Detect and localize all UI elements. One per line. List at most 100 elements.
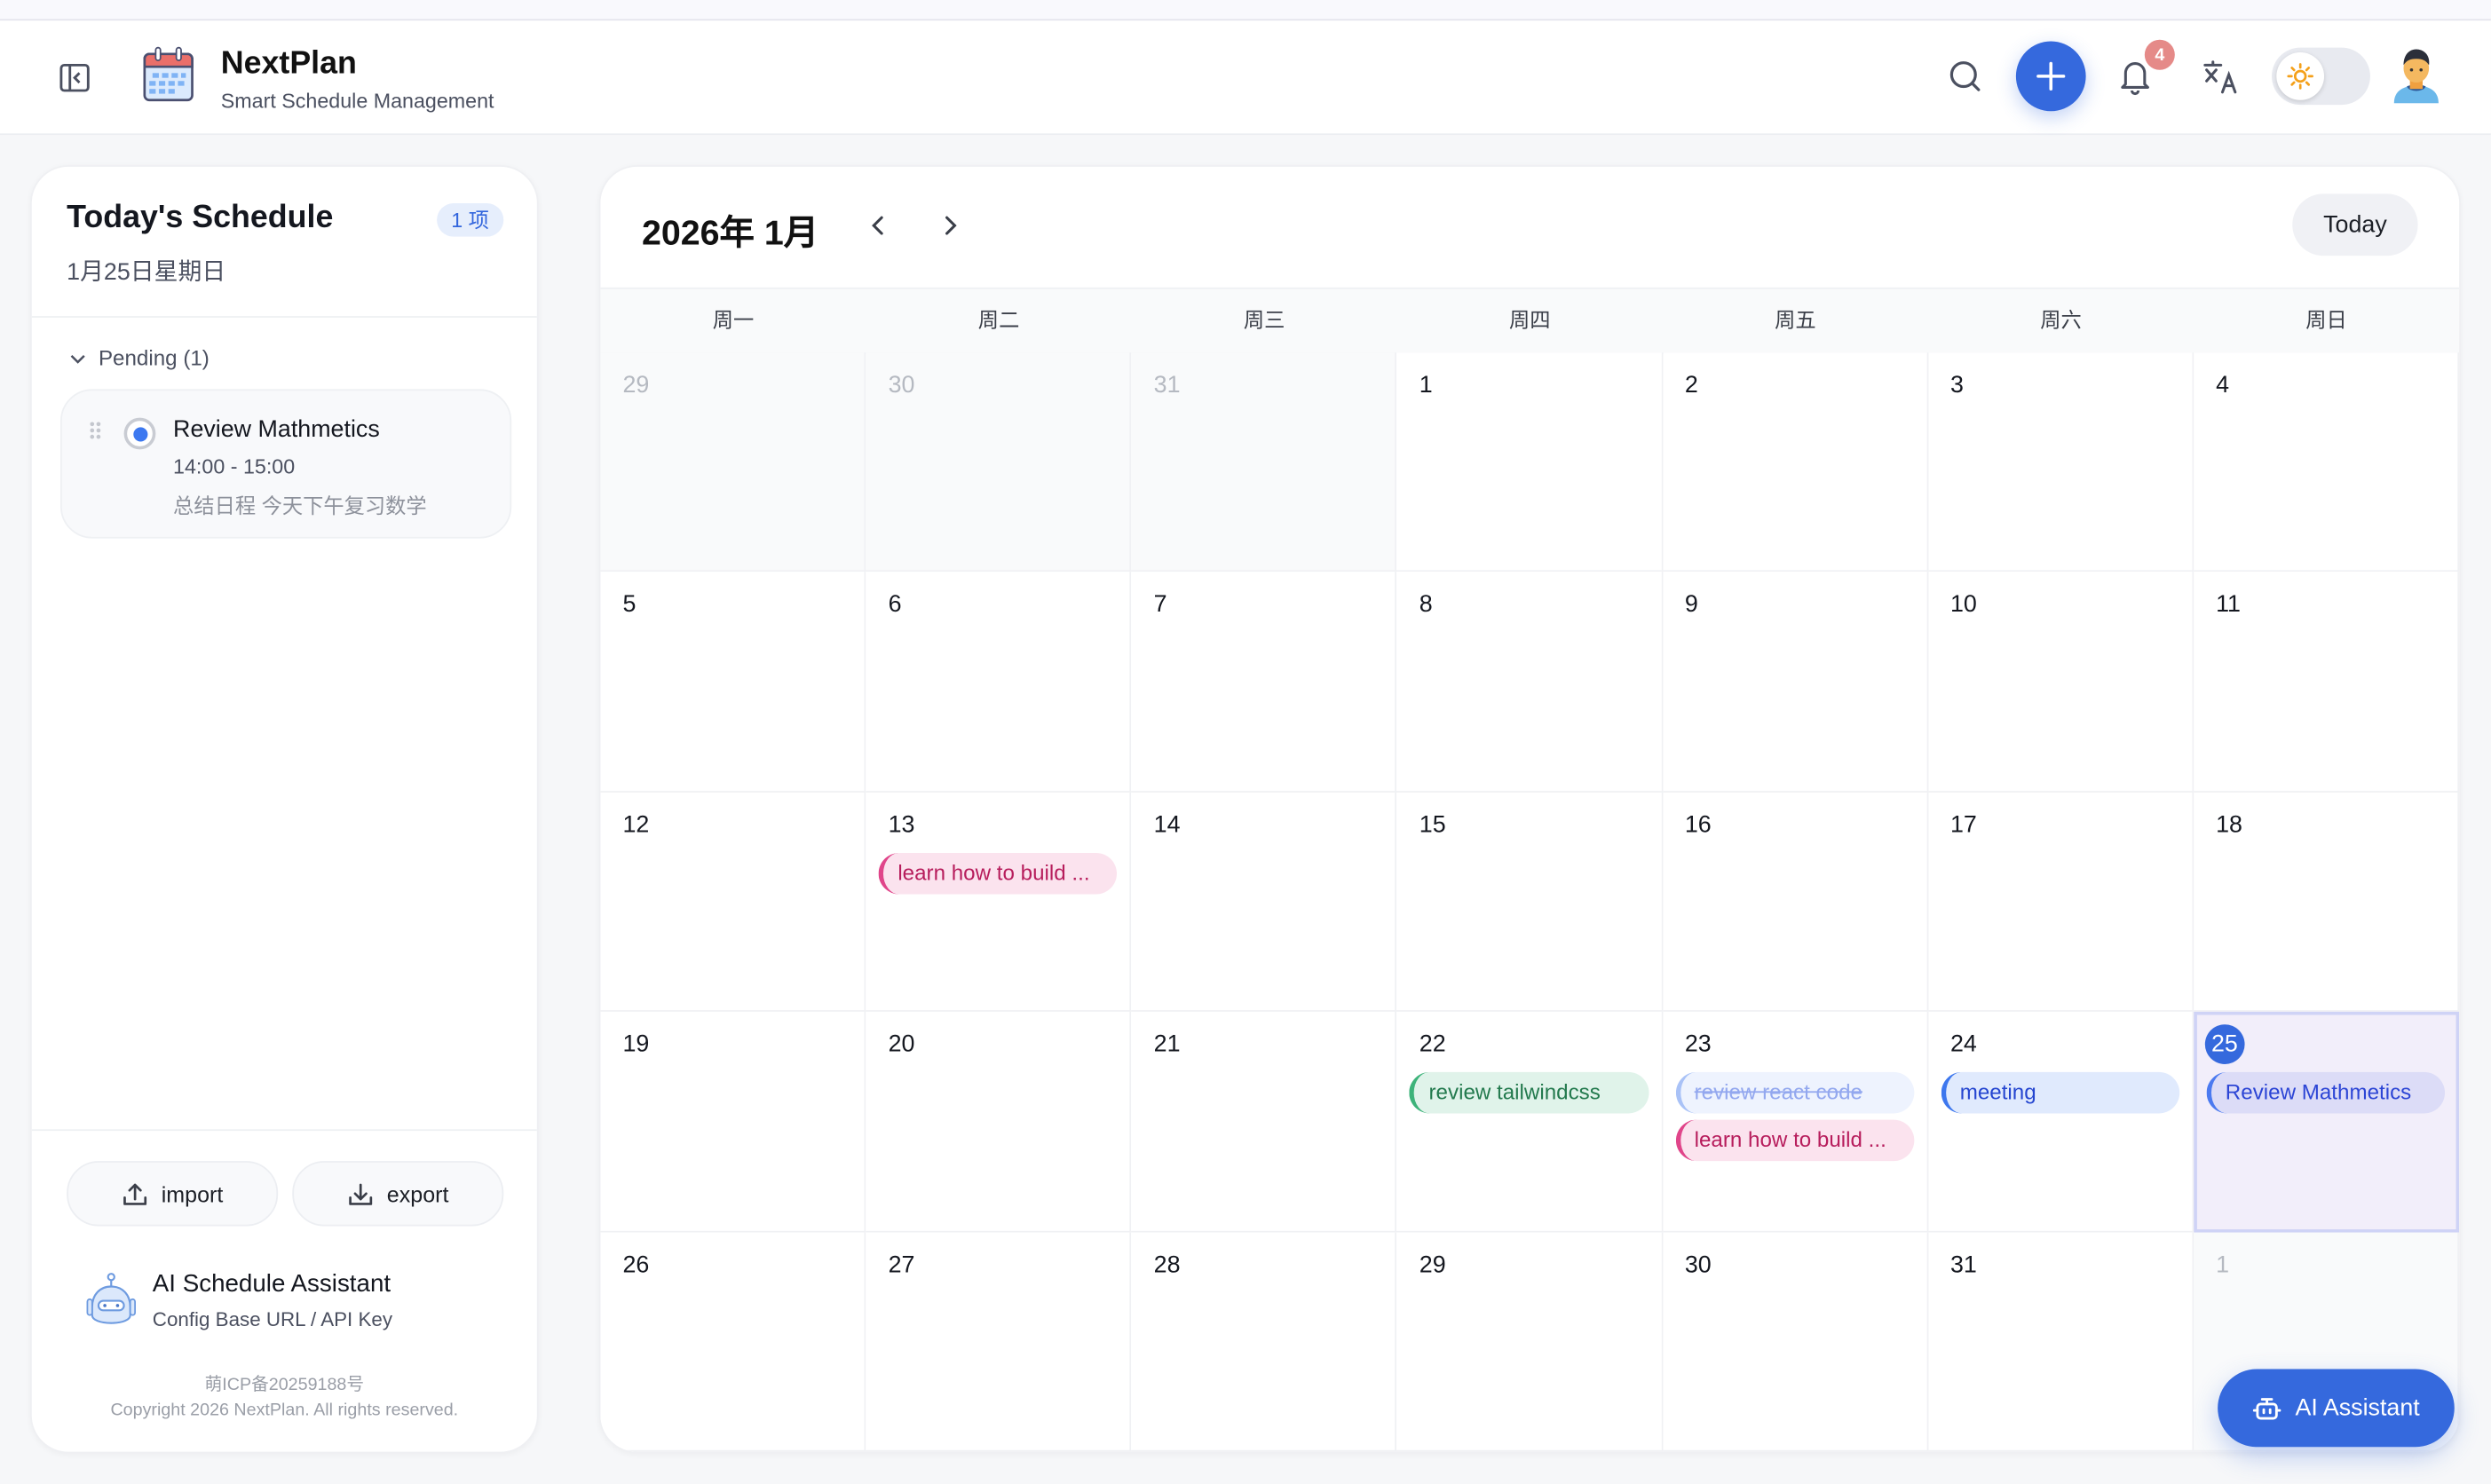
day-number: 7 <box>1153 591 1167 619</box>
calendar-day-cell[interactable]: 18 <box>2194 792 2460 1013</box>
calendar-day-cell[interactable]: 15 <box>1396 792 1663 1013</box>
sun-icon <box>2287 63 2313 90</box>
day-number: 12 <box>622 811 650 839</box>
calendar-day-cell[interactable]: 26 <box>600 1231 866 1452</box>
calendar-day-cell[interactable]: 2 <box>1662 352 1928 572</box>
calendar-day-cell[interactable]: 9 <box>1662 572 1928 793</box>
calendar-day-cell[interactable]: 28 <box>1131 1231 1397 1452</box>
add-event-button[interactable] <box>2015 41 2086 112</box>
weekday-label: 周三 <box>1243 308 1285 333</box>
calendar-day-cell[interactable]: 6 <box>866 572 1132 793</box>
calendar-day-cell[interactable]: 4 <box>2194 352 2460 572</box>
day-number: 1 <box>2216 1251 2230 1278</box>
calendar-day-cell[interactable]: 30 <box>866 352 1132 572</box>
task-count-badge: 1 项 <box>437 203 503 237</box>
calendar-day-cell[interactable]: 8 <box>1396 572 1663 793</box>
event-chip[interactable]: learn how to build ... <box>1675 1119 1914 1162</box>
calendar-day-cell[interactable]: 12 <box>600 792 866 1013</box>
import-label: import <box>161 1180 224 1207</box>
day-events: review tailwindcss <box>1397 1072 1661 1120</box>
task-item[interactable]: Review Mathmetics 14:00 - 15:00 总结日程 今天下… <box>60 389 512 539</box>
calendar-day-cell[interactable]: 24 meeting <box>1927 1012 2194 1232</box>
calendar-day-cell[interactable]: 23 review react code learn how to build ..… <box>1662 1012 1928 1232</box>
calendar-day-cell[interactable]: 20 <box>866 1012 1132 1232</box>
calendar-panel: 2026年 1月 Today 周一 周二 周三 周四 周五 周六 周日 29 30 31 1 2 3 4… <box>598 165 2461 1454</box>
calendar-day-cell[interactable]: 29 <box>1396 1231 1663 1452</box>
calendar-day-cell[interactable]: 7 <box>1131 572 1397 793</box>
event-chip[interactable]: meeting <box>1941 1072 2179 1114</box>
calendar-day-cell[interactable]: 10 <box>1927 572 2194 793</box>
calendar-day-cell[interactable]: 14 <box>1131 792 1397 1013</box>
day-number: 13 <box>888 811 915 839</box>
app-name: NextPlan <box>220 45 357 82</box>
user-avatar[interactable] <box>2391 46 2441 111</box>
export-button[interactable]: export <box>292 1161 504 1227</box>
day-number: 10 <box>1949 591 1977 619</box>
calendar-day-cell[interactable]: 3 <box>1927 352 2194 572</box>
ai-assistant-config-title[interactable]: AI Schedule Assistant <box>152 1270 391 1298</box>
event-chip[interactable]: learn how to build ... <box>878 852 1118 895</box>
calendar-day-cell-today[interactable]: 25 Review Mathmetics <box>2194 1012 2460 1232</box>
search-button[interactable] <box>1946 57 1984 95</box>
language-button[interactable] <box>2202 57 2240 95</box>
bell-icon <box>2121 62 2149 96</box>
calendar-day-cell[interactable]: 22 review tailwindcss <box>1396 1012 1663 1232</box>
next-month-button[interactable] <box>934 209 966 241</box>
copyright: Copyright 2026 NextPlan. All rights rese… <box>110 1401 459 1420</box>
day-number: 14 <box>1153 811 1181 839</box>
app-logo-calendar-icon <box>141 46 195 111</box>
drag-handle-icon[interactable] <box>89 419 101 447</box>
bot-icon <box>2252 1397 2281 1419</box>
weekday-label: 周四 <box>1508 308 1551 333</box>
calendar-day-cell[interactable]: 19 <box>600 1012 866 1232</box>
day-events: Review Mathmetics <box>2194 1072 2457 1120</box>
day-number: 24 <box>1949 1030 1977 1059</box>
event-chip[interactable]: Review Mathmetics <box>2206 1072 2446 1114</box>
event-chip[interactable]: review tailwindcss <box>1410 1072 1649 1114</box>
calendar-day-cell[interactable]: 17 <box>1927 792 2194 1013</box>
ai-assistant-button[interactable]: AI Assistant <box>2218 1369 2455 1448</box>
notifications-button[interactable] <box>2116 56 2155 98</box>
calendar-day-cell[interactable]: 30 <box>1662 1231 1928 1452</box>
day-events: meeting <box>1928 1072 2192 1120</box>
calendar-day-cell[interactable]: 27 <box>866 1231 1132 1452</box>
sidebar-toggle-button[interactable] <box>57 62 91 94</box>
day-number: 6 <box>888 591 902 619</box>
notification-badge: 4 <box>2144 39 2175 70</box>
icp-record[interactable]: 萌ICP备20259188号 <box>204 1375 365 1395</box>
calendar-day-cell[interactable]: 29 <box>600 352 866 572</box>
event-chip[interactable]: review react code <box>1675 1072 1914 1114</box>
calendar-day-cell[interactable]: 31 <box>1927 1231 2194 1452</box>
day-number: 2 <box>1684 371 1698 399</box>
prev-month-button[interactable] <box>863 209 895 241</box>
weekday-label: 周五 <box>1775 308 1816 333</box>
weekday-header: 周一 周二 周三 周四 周五 周六 周日 <box>600 287 2460 355</box>
day-number: 1 <box>1419 371 1433 399</box>
app-subtitle: Smart Schedule Management <box>220 89 494 114</box>
day-number: 18 <box>2216 811 2242 839</box>
today-date: 1月25日星期日 <box>67 258 226 287</box>
chevron-left-icon <box>872 216 883 235</box>
day-number: 23 <box>1684 1030 1712 1059</box>
import-button[interactable]: import <box>67 1161 279 1227</box>
task-description: 总结日程 今天下午复习数学 <box>173 493 427 518</box>
calendar-day-cell[interactable]: 31 <box>1131 352 1397 572</box>
theme-toggle[interactable] <box>2271 47 2370 106</box>
calendar-day-cell[interactable]: 11 <box>2194 572 2460 793</box>
upload-icon <box>123 1182 146 1204</box>
day-number: 11 <box>2216 591 2241 619</box>
divider <box>31 316 537 318</box>
weekday-label: 周六 <box>2040 308 2082 333</box>
calendar-day-cell[interactable]: 13 learn how to build ... <box>866 792 1132 1013</box>
calendar-day-cell[interactable]: 1 <box>1396 352 1663 572</box>
plus-icon <box>2036 61 2066 91</box>
window-top-strip <box>0 0 2491 21</box>
calendar-day-cell[interactable]: 21 <box>1131 1012 1397 1232</box>
today-button[interactable]: Today <box>2292 193 2418 257</box>
pending-group-toggle[interactable]: Pending (1) <box>70 346 210 370</box>
calendar-day-cell[interactable]: 5 <box>600 572 866 793</box>
task-status-radio[interactable] <box>123 417 156 450</box>
calendar-day-cell[interactable]: 16 <box>1662 792 1928 1013</box>
pending-group-label: Pending (1) <box>98 346 210 370</box>
robot-icon[interactable] <box>86 1272 137 1334</box>
